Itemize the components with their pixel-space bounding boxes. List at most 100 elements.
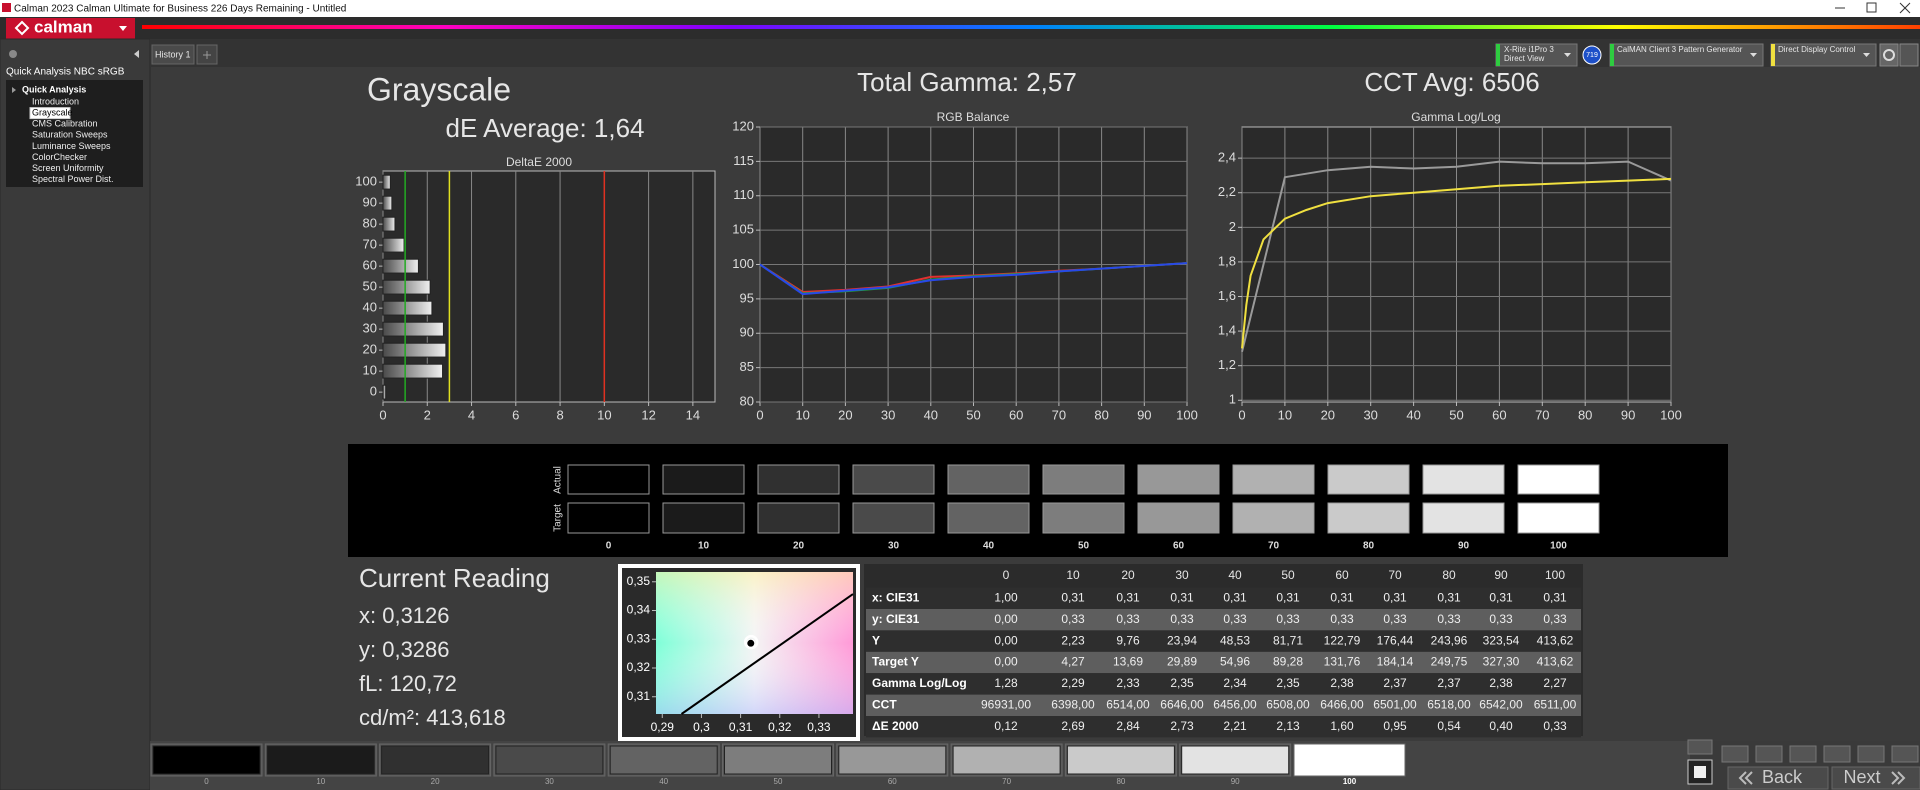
y-tick-label: 40 <box>363 300 377 315</box>
x-tick-label: 20 <box>838 407 852 422</box>
display-select-dropdown <box>1863 53 1870 57</box>
table-header: 100 <box>1545 568 1565 582</box>
pattern-label: 40 <box>659 777 668 786</box>
table-cell: 0,33 <box>1170 612 1194 626</box>
restore[interactable] <box>1866 2 1877 13</box>
generator-name: CalMAN Client 3 Pattern Generator <box>1617 45 1743 54</box>
y-tick-label: 95 <box>740 290 754 305</box>
table-header: 60 <box>1335 568 1349 582</box>
swatch-level: 10 <box>698 541 710 552</box>
pattern-label: 80 <box>1116 777 1125 786</box>
table-cell: 81,71 <box>1273 633 1303 647</box>
table-cell: 0,00 <box>994 633 1018 647</box>
table-cell: 6398,00 <box>1051 697 1095 711</box>
window-controls <box>1835 2 1911 14</box>
tree-item-selected <box>29 107 71 120</box>
sidebar-collapse[interactable] <box>134 50 139 58</box>
x-tick-label: 6 <box>512 407 519 422</box>
y-tick-label: 90 <box>740 325 754 340</box>
nav-icon[interactable] <box>1755 745 1783 763</box>
target-swatch <box>1517 502 1600 534</box>
row-label: Y <box>872 633 880 647</box>
table-row <box>866 587 1581 609</box>
series-line <box>1241 177 1672 349</box>
nav-icon[interactable] <box>1823 745 1851 763</box>
swatch-level: 40 <box>983 541 995 552</box>
table-cell: 2,13 <box>1276 719 1300 733</box>
nav-icon[interactable] <box>1891 745 1919 763</box>
rainbow-bar <box>142 25 1920 29</box>
swatch-row-label: Actual <box>553 466 564 494</box>
tab[interactable] <box>151 44 195 65</box>
row-label: y: CIE31 <box>872 612 920 626</box>
next-label: Next <box>1843 767 1880 787</box>
table-cell: 2,73 <box>1170 719 1194 733</box>
table-cell: 0,31 <box>1383 590 1407 604</box>
y-tick-label: 80 <box>363 216 377 231</box>
table-cell: 29,89 <box>1167 655 1197 669</box>
table-header: 10 <box>1066 568 1080 582</box>
swatch-row-label: Target <box>553 504 564 532</box>
nav-icon[interactable] <box>1857 745 1885 763</box>
table-cell: 0,31 <box>1330 590 1354 604</box>
table-cell: 0,00 <box>994 655 1018 669</box>
table-cell: 243,96 <box>1431 633 1468 647</box>
pattern-swatch <box>495 745 604 775</box>
table-cell: 327,30 <box>1483 655 1520 669</box>
generator-select-dropdown <box>1750 53 1757 57</box>
nav-icon[interactable] <box>1687 739 1713 755</box>
pattern-swatch <box>1066 745 1175 775</box>
table-cell: 0,54 <box>1437 719 1461 733</box>
table-cell: 6508,00 <box>1266 697 1310 711</box>
nav-icon[interactable] <box>1721 745 1749 763</box>
table-cell: 4,27 <box>1061 655 1085 669</box>
table-cell: 2,27 <box>1543 676 1567 690</box>
settings-button[interactable] <box>1879 43 1899 67</box>
tree-item: Introduction <box>32 96 79 106</box>
table-row <box>866 694 1581 716</box>
actual-swatch <box>852 464 935 495</box>
nav-icon[interactable] <box>1789 745 1817 763</box>
table-cell: 184,14 <box>1377 655 1414 669</box>
row-label: Target Y <box>872 655 919 669</box>
tree-item: ColorChecker <box>32 152 87 162</box>
pattern-swatch <box>1295 745 1404 775</box>
tree-item: CMS Calibration <box>32 119 98 129</box>
table-cell: 0,40 <box>1489 719 1513 733</box>
x-tick-label: 100 <box>1660 407 1682 422</box>
y-tick-label: 50 <box>363 279 377 294</box>
logo-button[interactable] <box>6 18 135 39</box>
table-cell: 0,95 <box>1383 719 1407 733</box>
row-label: CCT <box>872 697 897 711</box>
target-swatch <box>1042 502 1125 534</box>
sidebar-icon[interactable] <box>9 50 17 58</box>
table-header: 50 <box>1281 568 1295 582</box>
x-tick-label: 8 <box>556 407 563 422</box>
bar <box>382 321 444 337</box>
table-cell: 0,33 <box>1489 612 1513 626</box>
sidebar-title: Quick Analysis NBC sRGB <box>6 67 125 78</box>
table-cell: 0,31 <box>1116 590 1140 604</box>
y-tick-label: 70 <box>363 237 377 252</box>
bar <box>382 258 419 274</box>
y-tick-label: 0,32 <box>627 660 651 674</box>
x-tick-label: 10 <box>795 407 809 422</box>
pattern-label: 60 <box>888 777 897 786</box>
table-cell: 0,31 <box>1276 590 1300 604</box>
back-button[interactable] <box>1727 766 1829 790</box>
actual-swatch <box>567 464 650 495</box>
x-tick-label: 10 <box>597 407 611 422</box>
add-tab-icon <box>203 51 211 59</box>
row-label: Gamma Log/Log <box>872 676 967 690</box>
x-tick-label: 80 <box>1578 407 1592 422</box>
title-bar <box>0 0 1920 17</box>
x-tick-label: 0 <box>756 407 763 422</box>
stop-icon <box>1694 766 1706 778</box>
x-tick-label: 14 <box>686 407 700 422</box>
table-header: 70 <box>1388 568 1402 582</box>
y-tick-label: 1,2 <box>1218 357 1236 372</box>
chart-title: RGB Balance <box>937 110 1010 124</box>
x-tick-label: 10 <box>1278 407 1292 422</box>
toolbar-button[interactable] <box>1899 43 1919 67</box>
display-name: Direct Display Control <box>1778 45 1856 54</box>
